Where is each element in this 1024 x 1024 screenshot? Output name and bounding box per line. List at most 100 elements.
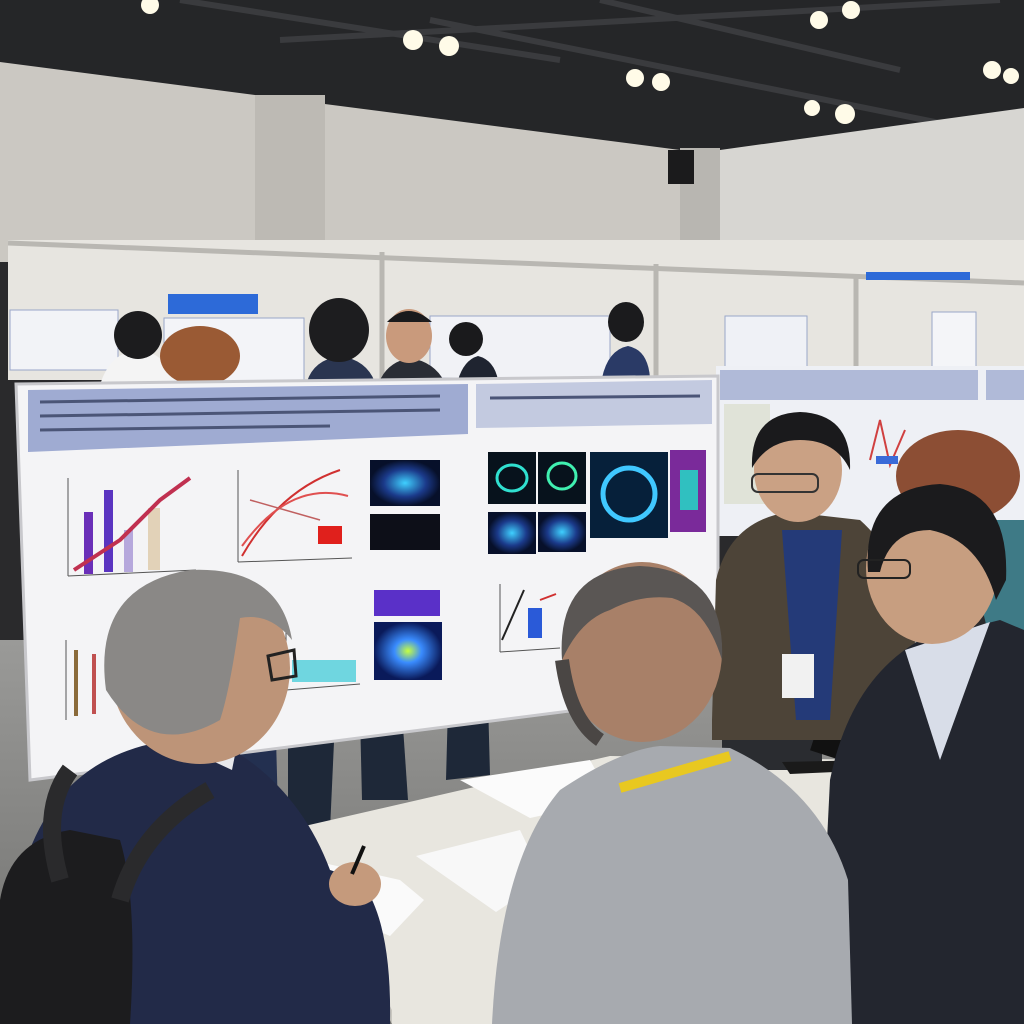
curve bbox=[241, 469, 341, 557]
curve bbox=[241, 491, 349, 547]
image-panel bbox=[370, 514, 440, 550]
ring bbox=[600, 465, 658, 523]
text-line bbox=[489, 394, 701, 400]
ceiling-lights bbox=[141, 0, 1019, 124]
ring bbox=[546, 461, 578, 491]
poster-graphic bbox=[869, 419, 906, 469]
text-line bbox=[39, 394, 441, 404]
shirt bbox=[492, 746, 852, 1024]
poster-header bbox=[720, 370, 978, 400]
light bbox=[439, 36, 459, 56]
area bbox=[292, 660, 356, 682]
background-sign bbox=[168, 294, 258, 314]
person-hair bbox=[387, 311, 432, 322]
person-head bbox=[114, 311, 162, 359]
person-head bbox=[608, 302, 644, 342]
hair-side bbox=[555, 659, 605, 746]
bar bbox=[74, 650, 78, 716]
background-poster bbox=[931, 311, 977, 369]
image-panel bbox=[374, 622, 442, 680]
poster-bar-chart bbox=[67, 476, 197, 577]
backpack bbox=[0, 830, 133, 1024]
light bbox=[842, 1, 860, 19]
light bbox=[141, 0, 159, 14]
shirt bbox=[905, 622, 990, 760]
axis bbox=[285, 683, 361, 691]
bar bbox=[104, 490, 113, 572]
image-panel bbox=[538, 452, 586, 504]
light bbox=[810, 11, 828, 29]
light bbox=[804, 100, 820, 116]
hair bbox=[104, 569, 292, 735]
light bbox=[652, 73, 670, 91]
axis bbox=[499, 647, 561, 653]
backpack-straps bbox=[43, 764, 215, 903]
poster-line-chart bbox=[237, 469, 353, 563]
light bbox=[1003, 68, 1019, 84]
frame bbox=[7, 240, 1024, 286]
axis bbox=[67, 569, 197, 577]
text-line bbox=[39, 408, 441, 418]
light bbox=[626, 69, 644, 87]
hair bbox=[561, 566, 723, 660]
ceiling-beams bbox=[179, 0, 1024, 143]
background-poster bbox=[9, 309, 119, 371]
person-front-center bbox=[492, 562, 852, 1024]
image-panel bbox=[374, 590, 440, 616]
bar bbox=[528, 608, 542, 638]
glasses bbox=[857, 559, 911, 579]
person-legs bbox=[288, 720, 335, 830]
person-head bbox=[386, 309, 432, 363]
bar bbox=[124, 530, 133, 572]
person-right bbox=[818, 484, 1024, 1024]
curve bbox=[501, 589, 525, 641]
text-line bbox=[39, 424, 331, 432]
poster-title-lines bbox=[39, 394, 701, 432]
person-head bbox=[160, 326, 240, 386]
marker bbox=[318, 526, 342, 544]
person-body bbox=[458, 356, 498, 380]
partition-frames bbox=[7, 240, 1024, 380]
person-body bbox=[306, 356, 376, 385]
person-head bbox=[449, 322, 483, 356]
glasses bbox=[266, 648, 298, 682]
poster-title-band bbox=[476, 380, 712, 428]
light bbox=[983, 61, 1001, 79]
image-panel bbox=[488, 512, 536, 554]
person-front-left bbox=[0, 569, 391, 1024]
hair bbox=[867, 484, 1007, 600]
bar bbox=[84, 512, 93, 574]
image-panel bbox=[370, 460, 440, 506]
background-poster bbox=[724, 315, 808, 369]
light bbox=[835, 104, 855, 124]
poster-graphic bbox=[876, 456, 898, 464]
light bbox=[403, 30, 423, 50]
back-wall bbox=[0, 62, 680, 262]
axis bbox=[237, 557, 353, 563]
pillar bbox=[255, 95, 325, 260]
curve bbox=[249, 499, 321, 521]
ring bbox=[495, 463, 529, 493]
person-presenter bbox=[712, 412, 915, 740]
person-body bbox=[100, 350, 176, 385]
suit bbox=[818, 620, 1024, 1024]
image-panel bbox=[488, 452, 536, 504]
lanyard bbox=[618, 751, 732, 793]
poster-header bbox=[986, 370, 1024, 400]
badge bbox=[782, 654, 814, 698]
side-wall bbox=[720, 108, 1024, 262]
hair bbox=[751, 412, 851, 470]
speaker bbox=[668, 150, 694, 184]
ring-panels bbox=[488, 450, 706, 554]
bar bbox=[92, 654, 96, 714]
pen bbox=[350, 845, 366, 875]
bar bbox=[148, 508, 160, 570]
background-sign bbox=[866, 272, 970, 280]
person-body bbox=[602, 346, 650, 378]
image-panel bbox=[680, 470, 698, 510]
hand bbox=[329, 862, 381, 906]
person-head bbox=[309, 298, 369, 362]
glasses bbox=[751, 473, 819, 493]
